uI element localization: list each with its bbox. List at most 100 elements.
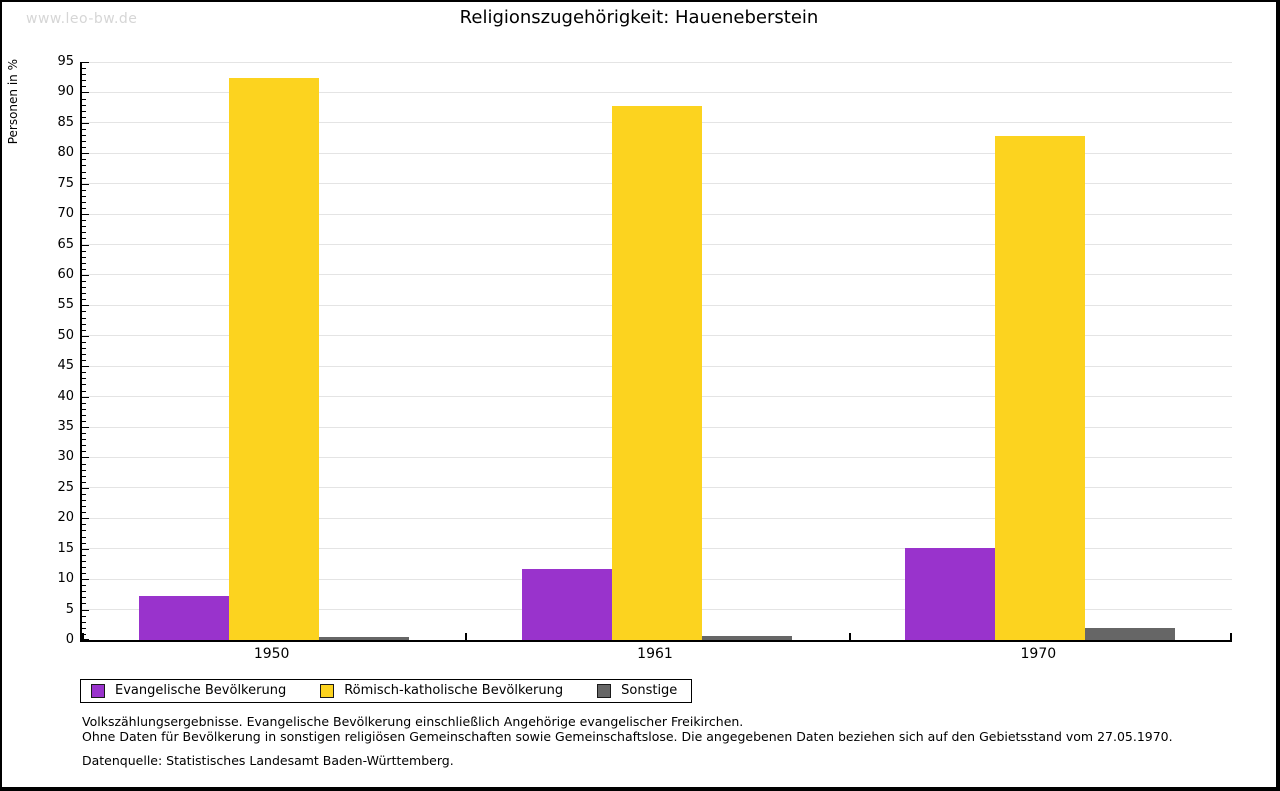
y-major-tick xyxy=(82,487,89,489)
bar-1970-katholisch xyxy=(995,135,1086,640)
y-tick-label: 40 xyxy=(57,388,74,404)
y-minor-tick xyxy=(82,311,86,313)
y-minor-tick xyxy=(82,542,86,544)
y-tick-label: 0 xyxy=(65,632,74,647)
y-minor-tick xyxy=(82,573,86,575)
y-major-tick xyxy=(82,92,89,94)
y-tick-label: 45 xyxy=(57,358,74,374)
y-minor-tick xyxy=(82,323,86,325)
y-minor-tick xyxy=(82,226,86,228)
y-minor-tick xyxy=(82,201,86,203)
y-minor-tick xyxy=(82,360,86,362)
y-tick-label: 15 xyxy=(57,540,74,556)
y-tick-label: 20 xyxy=(57,510,74,526)
y-minor-tick xyxy=(82,116,86,118)
y-minor-tick xyxy=(82,566,86,568)
y-minor-tick xyxy=(82,110,86,112)
y-minor-tick xyxy=(82,238,86,240)
y-minor-tick xyxy=(82,128,86,130)
y-minor-tick xyxy=(82,262,86,264)
y-minor-tick xyxy=(82,287,86,289)
gridline xyxy=(82,61,1232,63)
y-minor-tick xyxy=(82,86,86,88)
x-boundary-tick xyxy=(1230,633,1232,640)
footnote-line-1: Volkszählungsergebnisse. Evangelische Be… xyxy=(82,714,744,729)
y-axis-title: Personen in % xyxy=(6,59,20,145)
legend-item-sonstige: Sonstige xyxy=(597,683,677,698)
y-major-tick xyxy=(82,579,89,581)
y-minor-tick xyxy=(82,281,86,283)
y-minor-tick xyxy=(82,439,86,441)
y-major-tick xyxy=(82,214,89,216)
y-major-tick xyxy=(82,457,89,459)
y-tick-label: 10 xyxy=(57,571,74,587)
legend-label: Sonstige xyxy=(621,683,678,698)
y-minor-tick xyxy=(82,195,86,197)
y-tick-label: 25 xyxy=(57,479,74,495)
y-minor-tick xyxy=(82,445,86,447)
y-major-tick xyxy=(82,396,89,398)
y-major-tick xyxy=(82,153,89,155)
y-tick-label: 85 xyxy=(57,114,74,130)
katholisch-swatch-icon xyxy=(320,683,335,698)
y-minor-tick xyxy=(82,165,86,167)
y-major-tick xyxy=(82,518,89,520)
y-minor-tick xyxy=(82,408,86,410)
y-minor-tick xyxy=(82,341,86,343)
footnote-line-2: Ohne Daten für Bevölkerung in sonstigen … xyxy=(82,729,1173,744)
y-minor-tick xyxy=(82,378,86,380)
y-major-tick xyxy=(82,244,89,246)
y-minor-tick xyxy=(82,585,86,587)
footnote-text: Volkszählungsergebnisse. Evangelische Be… xyxy=(82,714,1236,744)
y-tick-label: 5 xyxy=(65,601,74,617)
bar-1970-evangelisch xyxy=(905,548,996,640)
y-minor-tick xyxy=(82,329,86,331)
x-boundary-tick xyxy=(82,633,84,640)
y-tick-label: 55 xyxy=(57,297,74,313)
y-tick-label: 80 xyxy=(57,145,74,161)
y-minor-tick xyxy=(82,633,86,635)
y-minor-tick xyxy=(82,189,86,191)
y-minor-tick xyxy=(82,147,86,149)
y-tick-label: 90 xyxy=(57,84,74,100)
bar-1970-sonstige xyxy=(1085,627,1176,640)
y-major-tick xyxy=(82,366,89,368)
y-minor-tick xyxy=(82,512,86,514)
y-minor-tick xyxy=(82,481,86,483)
chart-title: Religionszugehörigkeit: Haueneberstein xyxy=(459,7,819,28)
y-minor-tick xyxy=(82,463,86,465)
bar-1950-evangelisch xyxy=(138,596,229,640)
y-minor-tick xyxy=(82,208,86,210)
y-tick-label: 75 xyxy=(57,175,74,191)
y-major-tick xyxy=(82,427,89,429)
y-tick-label: 30 xyxy=(57,449,74,465)
y-minor-tick xyxy=(82,621,86,623)
x-axis-label: 1950 xyxy=(253,646,290,662)
legend-label: Römisch-katholische Bevölkerung xyxy=(344,683,564,698)
y-major-tick xyxy=(82,639,89,640)
y-minor-tick xyxy=(82,506,86,508)
y-minor-tick xyxy=(82,615,86,617)
y-minor-tick xyxy=(82,220,86,222)
y-minor-tick xyxy=(82,177,86,179)
y-minor-tick xyxy=(82,560,86,562)
y-minor-tick xyxy=(82,414,86,416)
y-minor-tick xyxy=(82,347,86,349)
y-minor-tick xyxy=(82,293,86,295)
y-major-tick xyxy=(82,62,89,63)
y-tick-label: 60 xyxy=(57,266,74,282)
y-minor-tick xyxy=(82,530,86,532)
y-minor-tick xyxy=(82,384,86,386)
y-major-tick xyxy=(82,183,89,185)
y-minor-tick xyxy=(82,68,86,70)
bar-1961-sonstige xyxy=(702,636,792,640)
y-minor-tick xyxy=(82,451,86,453)
y-tick-label: 65 xyxy=(57,236,74,252)
y-major-tick xyxy=(82,548,89,550)
y-minor-tick xyxy=(82,268,86,270)
legend-item-evangelisch: Evangelische Bevölkerung xyxy=(91,683,286,698)
legend-label: Evangelische Bevölkerung xyxy=(115,683,287,698)
legend: Evangelische Bevölkerung Römisch-katholi… xyxy=(80,679,693,703)
y-minor-tick xyxy=(82,597,86,599)
